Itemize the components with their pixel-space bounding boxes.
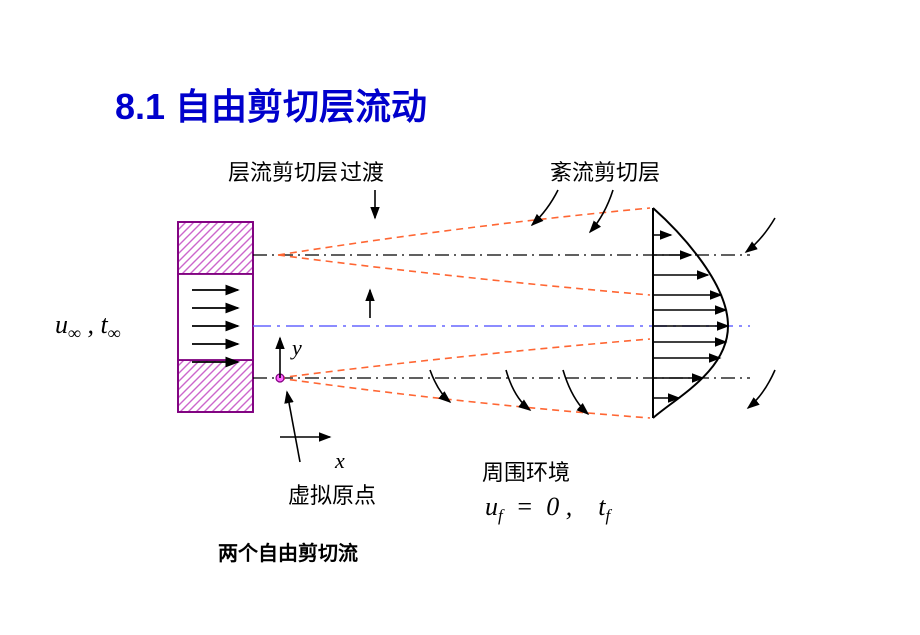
math-u-f: uf = 0 , tf <box>485 492 610 526</box>
label-transition: 过渡 <box>340 155 384 187</box>
label-x-axis: x <box>335 448 345 474</box>
math-u-infinity: u∞ , t∞ <box>55 310 121 344</box>
label-y-axis: y <box>292 335 302 361</box>
label-virtual-origin: 虚拟原点 <box>288 478 376 510</box>
label-laminar: 层流剪切层 <box>228 155 338 187</box>
section-title: 8.1 自由剪切层流动 <box>115 78 427 130</box>
figure-caption: 两个自由剪切流 <box>218 537 358 566</box>
label-turbulent: 紊流剪切层 <box>550 155 660 187</box>
label-surroundings: 周围环境 <box>482 455 570 487</box>
